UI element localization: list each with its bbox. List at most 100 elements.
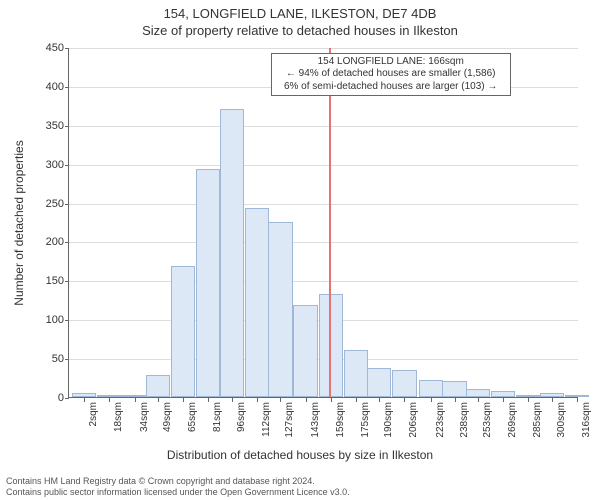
x-tick-label: 253sqm: [482, 402, 493, 438]
x-tick-label: 190sqm: [383, 402, 394, 438]
y-tick-mark: [65, 281, 69, 282]
x-tick-label: 127sqm: [284, 402, 295, 438]
annotation-line3: 6% of semi-detached houses are larger (1…: [276, 81, 506, 94]
x-tick-mark: [135, 398, 136, 402]
x-tick-label: 81sqm: [212, 402, 223, 432]
histogram-bar: [344, 350, 368, 397]
x-tick-mark: [331, 398, 332, 402]
x-tick-mark: [478, 398, 479, 402]
grid-line: [69, 48, 578, 49]
x-tick-label: 65sqm: [187, 402, 198, 432]
y-tick-mark: [65, 48, 69, 49]
x-tick-mark: [257, 398, 258, 402]
histogram-bar: [540, 393, 564, 397]
histogram-bar: [565, 395, 589, 397]
annotation-box: 154 LONGFIELD LANE: 166sqm← 94% of detac…: [271, 53, 511, 97]
x-tick-mark: [552, 398, 553, 402]
x-tick-label: 175sqm: [360, 402, 371, 438]
y-tick-mark: [65, 165, 69, 166]
y-tick-mark: [65, 320, 69, 321]
x-tick-mark: [208, 398, 209, 402]
histogram-bar: [72, 393, 96, 397]
y-tick-label: 200: [24, 236, 64, 248]
annotation-line1: 154 LONGFIELD LANE: 166sqm: [276, 56, 506, 69]
x-tick-mark: [404, 398, 405, 402]
x-axis-label: Distribution of detached houses by size …: [0, 448, 600, 462]
x-tick-label: 238sqm: [459, 402, 470, 438]
histogram-bar: [196, 169, 220, 397]
histogram-bar: [491, 391, 515, 397]
footer-line1: Contains HM Land Registry data © Crown c…: [6, 476, 350, 487]
y-tick-mark: [65, 87, 69, 88]
y-tick-label: 100: [24, 314, 64, 326]
y-tick-label: 350: [24, 120, 64, 132]
x-tick-label: 206sqm: [408, 402, 419, 438]
y-tick-mark: [65, 359, 69, 360]
x-tick-mark: [183, 398, 184, 402]
x-tick-mark: [356, 398, 357, 402]
histogram-bar: [442, 381, 466, 397]
title-line2: Size of property relative to detached ho…: [0, 21, 600, 38]
histogram-bar: [392, 370, 416, 397]
grid-line: [69, 281, 578, 282]
y-tick-label: 0: [24, 392, 64, 404]
x-tick-mark: [379, 398, 380, 402]
x-tick-label: 18sqm: [113, 402, 124, 432]
y-tick-mark: [65, 398, 69, 399]
x-tick-label: 159sqm: [335, 402, 346, 438]
x-tick-mark: [109, 398, 110, 402]
x-tick-mark: [503, 398, 504, 402]
y-tick-label: 450: [24, 42, 64, 54]
x-tick-label: 269sqm: [507, 402, 518, 438]
histogram-bar: [466, 389, 490, 397]
grid-line: [69, 242, 578, 243]
x-tick-label: 143sqm: [310, 402, 321, 438]
histogram-bar: [220, 109, 244, 397]
x-tick-label: 316sqm: [581, 402, 592, 438]
title-line1: 154, LONGFIELD LANE, ILKESTON, DE7 4DB: [0, 0, 600, 21]
y-tick-label: 400: [24, 81, 64, 93]
histogram-bar: [245, 208, 269, 397]
grid-line: [69, 204, 578, 205]
histogram-bar: [516, 395, 540, 397]
histogram-bar: [122, 395, 146, 397]
x-tick-mark: [431, 398, 432, 402]
property-marker-line: [329, 48, 331, 397]
x-tick-label: 49sqm: [162, 402, 173, 432]
annotation-line2: ← 94% of detached houses are smaller (1,…: [276, 68, 506, 81]
y-tick-label: 50: [24, 353, 64, 365]
x-tick-label: 112sqm: [261, 402, 272, 437]
grid-line: [69, 165, 578, 166]
footer-line2: Contains public sector information licen…: [6, 487, 350, 498]
histogram-bar: [367, 368, 391, 397]
x-tick-label: 96sqm: [236, 402, 247, 432]
x-tick-mark: [84, 398, 85, 402]
x-tick-label: 223sqm: [435, 402, 446, 438]
x-tick-label: 2sqm: [88, 402, 99, 426]
x-tick-label: 300sqm: [556, 402, 567, 438]
x-tick-mark: [280, 398, 281, 402]
histogram-bar: [293, 305, 317, 397]
footer-attribution: Contains HM Land Registry data © Crown c…: [6, 476, 350, 498]
y-tick-label: 250: [24, 198, 64, 210]
x-tick-mark: [306, 398, 307, 402]
histogram-bar: [97, 395, 121, 397]
x-tick-mark: [528, 398, 529, 402]
x-tick-mark: [455, 398, 456, 402]
histogram-bar: [419, 380, 443, 397]
histogram-bar: [171, 266, 195, 397]
y-tick-mark: [65, 204, 69, 205]
y-tick-mark: [65, 126, 69, 127]
histogram-bar: [268, 222, 292, 397]
x-tick-label: 285sqm: [532, 402, 543, 438]
histogram-bar: [146, 375, 170, 397]
chart-plot-area: 0501001502002503003504004502sqm18sqm34sq…: [68, 48, 578, 398]
grid-line: [69, 126, 578, 127]
x-tick-mark: [158, 398, 159, 402]
y-tick-label: 300: [24, 159, 64, 171]
y-tick-mark: [65, 242, 69, 243]
x-tick-mark: [577, 398, 578, 402]
x-tick-mark: [232, 398, 233, 402]
x-tick-label: 34sqm: [139, 402, 150, 432]
y-tick-label: 150: [24, 275, 64, 287]
